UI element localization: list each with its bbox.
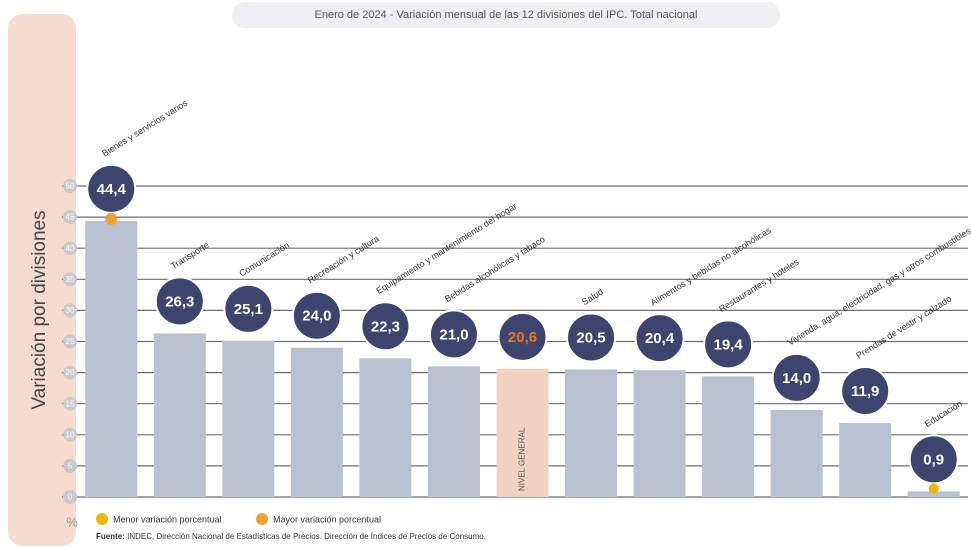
bar: [565, 369, 617, 497]
value-label: 26,3: [165, 293, 194, 310]
y-axis-label: Variación por divisiones: [29, 210, 50, 409]
legend-label: Mayor variación porcentual: [273, 514, 381, 524]
bar: [428, 366, 480, 497]
category-label: Alimentos y bebidas no alcohólicas: [649, 225, 774, 308]
bar: [154, 333, 206, 497]
y-tick-label: 40: [66, 244, 75, 253]
bar: [85, 221, 137, 497]
bar: [222, 341, 274, 497]
category-label: Bienes y servicios varios: [100, 98, 189, 159]
category-label: Educación: [923, 398, 964, 429]
category-label-group: Vivienda, agua, electricidad, gas y otro…: [786, 226, 971, 348]
y-tick-label: 15: [66, 399, 75, 408]
y-tick-label: 50: [66, 182, 75, 191]
chart: Enero de 2024 - Variación mensual de las…: [0, 0, 971, 548]
y-tick-label: 5: [68, 462, 73, 471]
source: Fuente: INDEC, Dirección Nacional de Est…: [96, 532, 486, 541]
legend-swatch: [256, 513, 268, 525]
source-label: Fuente:: [96, 532, 125, 541]
y-tick-label: 25: [66, 337, 75, 346]
value-label: 19,4: [714, 336, 744, 353]
category-label: Comunicación: [237, 240, 291, 279]
page: {"chart_data": { "type": "bar", "title":…: [0, 0, 971, 548]
category-label-group: Comunicación: [237, 240, 291, 279]
category-label-group: Salud: [580, 287, 605, 308]
category-label-group: Transporte: [169, 240, 211, 271]
value-label: 11,9: [851, 383, 879, 400]
y-tick-label: 35: [66, 275, 75, 284]
min-marker: [929, 483, 939, 493]
y-tick-label: 30: [66, 306, 75, 315]
category-label-group: Restaurantes y hoteles: [717, 257, 801, 315]
category-label: Restaurantes y hoteles: [717, 257, 801, 315]
category-label-group: Alimentos y bebidas no alcohólicas: [649, 225, 774, 308]
value-label: 14,0: [782, 370, 811, 387]
category-label: Salud: [580, 287, 605, 308]
bar: [771, 410, 823, 497]
y-tick-label: 0: [68, 493, 73, 502]
category-label-group: Prendas de vestir y calzado: [854, 294, 953, 361]
value-label: 44,4: [97, 181, 127, 198]
category-label-group: Recreación y cultura: [306, 233, 381, 285]
category-label: Prendas de vestir y calzado: [854, 294, 953, 361]
y-tick-label: 20: [66, 368, 75, 377]
y-tick-label: 10: [66, 430, 75, 439]
value-label: 24,0: [302, 308, 331, 325]
y-tick-label: 45: [66, 213, 75, 222]
legend-label: Menor variación porcentual: [113, 514, 222, 524]
bar: [839, 423, 891, 497]
max-marker: [105, 213, 117, 225]
category-label: Vivienda, agua, electricidad, gas y otro…: [786, 226, 971, 348]
value-label: 22,3: [371, 318, 400, 335]
value-label: 20,6: [508, 329, 537, 346]
value-label: 20,5: [576, 329, 605, 346]
bar: [634, 370, 686, 497]
category-label-group: Educación: [923, 398, 964, 429]
value-label: 21,0: [439, 326, 468, 343]
category-label: Recreación y cultura: [306, 233, 381, 285]
source-text: INDEC, Dirección Nacional de Estadística…: [127, 532, 486, 541]
bar: [359, 358, 411, 497]
value-label: 20,4: [645, 330, 675, 347]
bar: [291, 348, 343, 497]
value-label: 0,9: [923, 451, 944, 468]
value-label: 25,1: [234, 301, 263, 318]
category-label: NIVEL GENERAL: [518, 427, 527, 491]
category-label-group: Bienes y servicios varios: [100, 98, 189, 159]
bar: [702, 376, 754, 497]
chart-title: Enero de 2024 - Variación mensual de las…: [315, 9, 698, 21]
category-label: Transporte: [169, 240, 211, 271]
legend-swatch: [96, 513, 108, 525]
unit-label: %: [66, 514, 78, 529]
